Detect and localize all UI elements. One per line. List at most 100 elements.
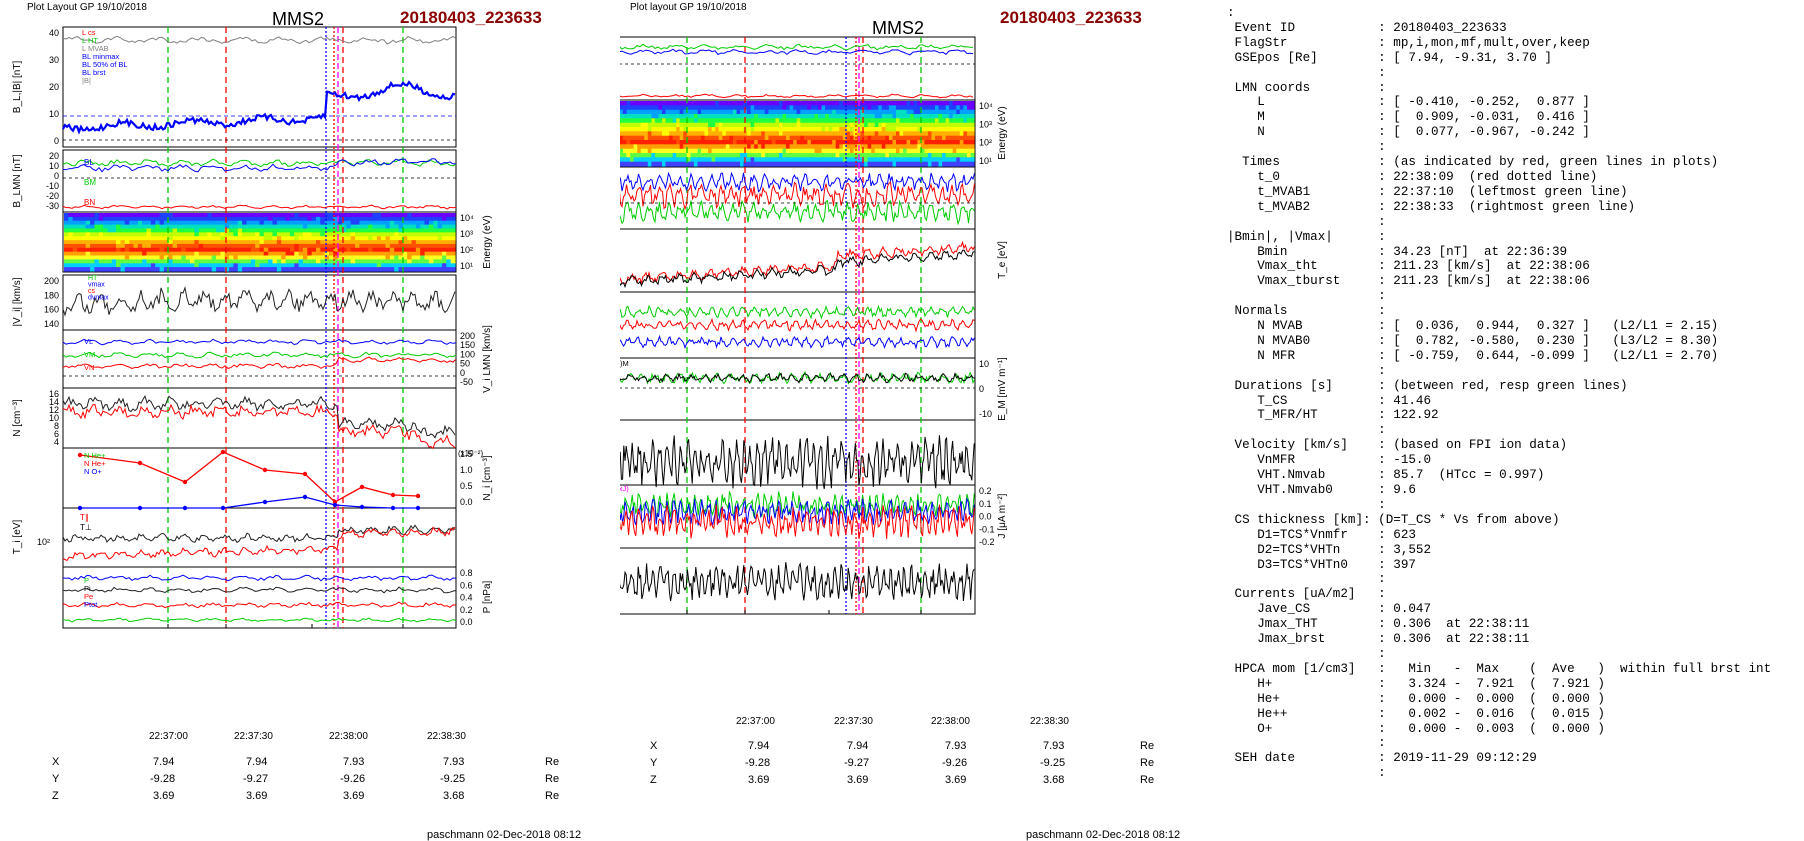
spectrogram-cell <box>807 131 812 137</box>
spectrogram-cell <box>949 105 954 111</box>
spectrogram-cell <box>402 240 408 245</box>
spectrogram-cell <box>686 114 691 119</box>
spectrogram-cell <box>146 232 152 237</box>
middle-z-1: 3.69 <box>847 774 869 786</box>
spectrogram-cell <box>172 243 178 249</box>
spectrogram-cell <box>935 105 940 111</box>
spectrogram-cell <box>693 131 698 137</box>
spectrogram-cell <box>757 122 762 128</box>
spectrogram-cell <box>757 148 762 154</box>
info-row: : <box>1227 736 1386 751</box>
spectrogram-cell <box>697 161 702 167</box>
spectrogram-cell <box>411 232 417 237</box>
spectrogram-cell <box>956 148 961 154</box>
spectrogram-cell <box>285 247 291 253</box>
spectrogram-cell <box>172 216 178 222</box>
spectrogram-cell <box>376 216 382 222</box>
left-stack-plot: 40302010020100-10-20-3020018016014016141… <box>12 26 493 629</box>
left-o-point <box>359 504 365 510</box>
spectrogram-cell <box>620 101 624 106</box>
spectrogram-cell <box>190 251 195 257</box>
spectrogram-cell <box>683 157 688 163</box>
spectrogram-cell <box>402 247 408 253</box>
spectrogram-cell <box>892 122 897 128</box>
spectrogram-cell <box>368 220 373 226</box>
spectrogram-cell <box>835 140 840 145</box>
spectrogram-cell <box>679 148 684 154</box>
spectrogram-cell <box>203 259 208 264</box>
spectrogram-cell <box>437 220 443 226</box>
spectrogram-cell <box>246 267 252 272</box>
spectrogram-cell <box>637 109 642 115</box>
spectrogram-cell <box>771 118 776 124</box>
spectrogram-cell <box>835 148 840 154</box>
spectrogram-cell <box>917 118 922 124</box>
spectrogram-cell <box>320 240 326 245</box>
spectrogram-cell <box>103 220 108 226</box>
spectrogram-cell <box>768 131 773 137</box>
spectrogram-cell <box>442 255 447 260</box>
spectrogram-cell <box>381 247 386 253</box>
spectrogram-cell <box>864 118 869 124</box>
spectrogram-cell <box>818 153 823 158</box>
spectrogram-cell <box>849 127 854 132</box>
spectrogram-cell <box>342 213 347 218</box>
spectrogram-cell <box>789 144 794 150</box>
spectrogram-cell <box>878 101 883 106</box>
spectrogram-cell <box>342 224 347 230</box>
spectrogram-cell <box>779 161 784 167</box>
spectrogram-cell <box>350 232 356 237</box>
spectrogram-cell <box>207 224 213 230</box>
spectrogram-cell <box>711 144 716 150</box>
spectrogram-cell <box>120 232 126 237</box>
spectrogram-cell <box>220 213 226 218</box>
spectrogram-cell <box>931 114 936 119</box>
spectrogram-cell <box>424 240 430 245</box>
spectrogram-cell <box>842 101 847 106</box>
spectrogram-cell <box>620 157 624 163</box>
left-p3-tick: 140 <box>44 319 59 329</box>
middle-p5-ylabel: E_M [mV m⁻¹] <box>997 357 1008 421</box>
middle-jmag-series <box>620 435 975 490</box>
spectrogram-cell <box>672 118 677 124</box>
spectrogram-cell <box>722 109 727 115</box>
spectrogram-cell <box>233 232 239 237</box>
spectrogram-cell <box>450 263 456 268</box>
spectrogram-cell <box>263 213 269 218</box>
spectrogram-cell <box>658 153 663 158</box>
left-y-1: -9.27 <box>243 773 269 785</box>
spectrogram-cell <box>647 148 652 154</box>
spectrogram-cell <box>860 153 865 158</box>
spectrogram-cell <box>302 213 308 218</box>
spectrogram-cell <box>428 232 434 237</box>
spectrogram-cell <box>64 220 69 226</box>
left-tperp-series <box>62 524 456 544</box>
spectrogram-cell <box>796 135 801 141</box>
left-he-point <box>262 467 268 473</box>
spectrogram-cell <box>867 122 872 128</box>
left-p1-tick: -10 <box>46 181 59 191</box>
spectrogram-cell <box>420 224 426 230</box>
spectrogram-cell <box>935 144 940 150</box>
spectrogram-cell <box>107 213 113 218</box>
spectrogram-cell <box>715 101 720 106</box>
spectrogram-cell <box>207 240 213 245</box>
spectrogram-cell <box>402 216 408 222</box>
spectrogram-cell <box>116 267 121 272</box>
spectrogram-cell <box>669 118 674 124</box>
spectrogram-cell <box>207 216 213 222</box>
spectrogram-cell <box>718 122 723 128</box>
spectrogram-cell <box>842 114 847 119</box>
left-he-point <box>390 492 396 498</box>
spectrogram-cell <box>255 267 261 272</box>
spectrogram-cell <box>910 114 915 119</box>
spectrogram-cell <box>229 263 234 268</box>
left-p5-tick: 16 <box>49 389 59 399</box>
spectrogram-cell <box>124 224 130 230</box>
spectrogram-cell <box>832 140 837 145</box>
spectrogram-cell <box>207 251 213 257</box>
spectrogram-cell <box>896 105 901 111</box>
spectrogram-cell <box>94 236 100 241</box>
spectrogram-cell <box>800 118 805 124</box>
spectrogram-cell <box>155 263 161 268</box>
